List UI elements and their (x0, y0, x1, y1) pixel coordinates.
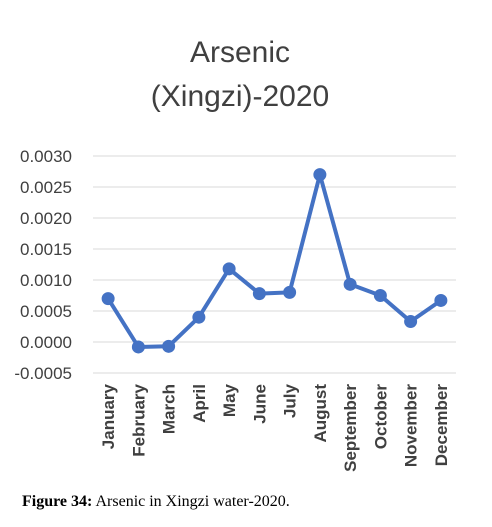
data-point-february (131, 340, 145, 354)
x-tick-label-july: July (281, 383, 300, 418)
y-tick-label: 0.0015 (20, 240, 72, 259)
y-tick-label: 0.0020 (20, 209, 72, 228)
data-point-october (373, 289, 387, 302)
data-point-march (162, 339, 176, 353)
chart-container: Arsenic (Xingzi)-2020 0.0030 0.0025 0.0020… (14, 36, 456, 472)
y-axis-ticks: 0.0030 0.0025 0.0020 0.0015 0.0010 0.0005 0.00… (14, 147, 72, 383)
x-tick-label-october: October (371, 384, 390, 450)
y-tick-label: 0.0030 (20, 147, 72, 166)
x-tick-label-june: June (250, 384, 269, 424)
data-point-september (343, 277, 357, 291)
x-tick-label-march: March (160, 384, 179, 434)
x-tick-label-may: May (220, 383, 239, 417)
y-tick-label: 0.0025 (20, 178, 72, 197)
chart-title-line-1: Arsenic (190, 36, 290, 69)
series-line (106, 172, 443, 349)
data-point-july (283, 285, 297, 299)
data-point-november (404, 315, 418, 329)
x-tick-label-january: January (99, 383, 118, 449)
series-layer (101, 168, 448, 354)
x-tick-label-december: December (432, 384, 451, 467)
y-tick-label: 0.0005 (20, 302, 72, 321)
data-point-may (222, 262, 236, 276)
y-tick-label: 0.0000 (20, 333, 72, 352)
line-chart: Arsenic (Xingzi)-2020 0.0030 0.0025 0.0020… (14, 36, 456, 472)
caption-label: Figure 34: (22, 493, 93, 510)
gridlines (93, 155, 456, 374)
x-tick-label-november: November (402, 384, 421, 468)
figure-caption: Figure 34: Arsenic in Xingzi water-2020. (22, 493, 290, 511)
x-axis-ticks: January February March April May June July Augu… (99, 383, 451, 471)
data-point-august (313, 168, 327, 182)
x-tick-label-february: February (129, 383, 148, 456)
y-tick-label: 0.0010 (20, 271, 72, 290)
x-tick-label-august: August (311, 384, 330, 443)
x-tick-label-september: September (341, 384, 360, 472)
data-point-april (192, 310, 206, 324)
data-point-january (101, 292, 115, 306)
data-point-december (434, 293, 448, 307)
y-tick-label: -0.0005 (14, 364, 72, 383)
x-tick-label-april: April (190, 384, 209, 423)
caption-text: Arsenic in Xingzi water-2020. (92, 493, 290, 510)
data-point-june (252, 287, 266, 301)
chart-title-line-2: (Xingzi)-2020 (151, 80, 329, 113)
